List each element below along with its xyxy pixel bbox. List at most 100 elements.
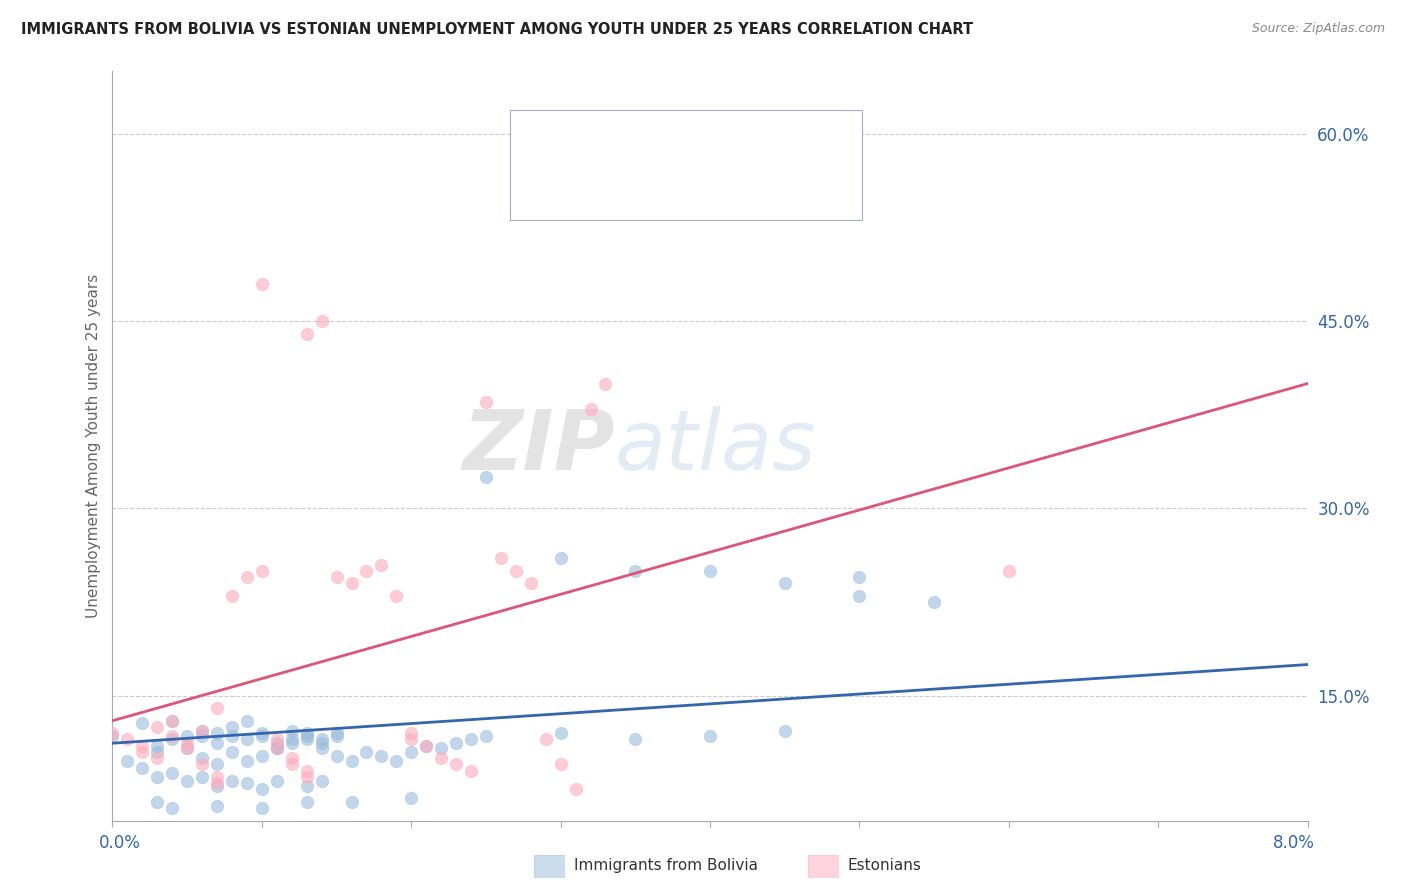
Point (101, 726, 124, 740)
Point (550, 551, 572, 566)
Point (385, 754, 408, 768)
Point (131, 745, 153, 759)
Point (221, 720, 243, 734)
Point (131, 761, 153, 775)
Point (221, 773, 243, 788)
Point (117, 754, 139, 768)
Point (325, 570, 347, 584)
Point (356, 745, 378, 759)
Point (848, 589, 870, 603)
Point (281, 751, 304, 765)
Point (444, 736, 467, 750)
Point (266, 741, 288, 756)
Point (444, 757, 467, 772)
Point (266, 773, 288, 788)
Point (250, 564, 273, 578)
Point (401, 726, 423, 740)
Point (401, 732, 423, 747)
Text: Immigrants from Bolivia: Immigrants from Bolivia (574, 858, 758, 872)
Point (205, 779, 228, 793)
Point (475, 395, 498, 409)
Point (176, 729, 198, 743)
Point (624, 732, 647, 747)
Point (579, 401, 602, 416)
Text: Source: ZipAtlas.com: Source: ZipAtlas.com (1251, 22, 1385, 36)
Point (295, 732, 318, 747)
Point (311, 736, 333, 750)
Point (250, 729, 273, 743)
Point (205, 770, 228, 784)
Point (250, 801, 273, 815)
Point (250, 748, 273, 763)
Point (162, 714, 183, 728)
Point (550, 726, 572, 740)
Point (191, 751, 214, 765)
Point (998, 564, 1021, 578)
Point (460, 764, 482, 778)
Point (146, 745, 169, 759)
Point (236, 754, 259, 768)
Point (266, 732, 288, 747)
Point (131, 739, 153, 753)
Text: Estonians: Estonians (848, 858, 922, 872)
Point (564, 782, 586, 797)
Y-axis label: Unemployment Among Youth under 25 years: Unemployment Among Youth under 25 years (86, 274, 101, 618)
Point (475, 729, 498, 743)
Point (325, 748, 347, 763)
Point (340, 576, 363, 591)
Text: ZIP: ZIP (461, 406, 614, 486)
Point (205, 798, 228, 813)
Point (311, 773, 333, 788)
Point (401, 791, 423, 805)
Point (191, 723, 214, 738)
Point (176, 736, 198, 750)
Point (311, 732, 333, 747)
Point (430, 751, 453, 765)
Point (505, 564, 527, 578)
Point (773, 723, 796, 738)
Point (162, 729, 183, 743)
Point (117, 732, 139, 747)
FancyBboxPatch shape (808, 855, 839, 878)
Point (176, 741, 198, 756)
Point (146, 751, 169, 765)
Point (162, 801, 183, 815)
Point (699, 729, 721, 743)
Point (370, 558, 392, 572)
Point (385, 589, 408, 603)
Text: atlas: atlas (614, 406, 815, 486)
Point (401, 745, 423, 759)
Point (773, 576, 796, 591)
FancyBboxPatch shape (534, 855, 565, 878)
Point (250, 782, 273, 797)
Point (295, 795, 318, 809)
Point (295, 764, 318, 778)
Point (266, 741, 288, 756)
Point (295, 326, 318, 341)
Point (146, 739, 169, 753)
Point (430, 741, 453, 756)
Point (475, 470, 498, 484)
Point (595, 376, 617, 391)
Point (699, 564, 721, 578)
Point (311, 741, 333, 756)
Point (205, 736, 228, 750)
Point (221, 729, 243, 743)
Point (191, 729, 214, 743)
Point (205, 726, 228, 740)
Point (295, 726, 318, 740)
Point (236, 776, 259, 790)
Point (162, 714, 183, 728)
Point (250, 277, 273, 291)
Point (101, 729, 124, 743)
Point (236, 570, 259, 584)
Point (550, 757, 572, 772)
Point (236, 732, 259, 747)
Point (489, 551, 512, 566)
Text: IMMIGRANTS FROM BOLIVIA VS ESTONIAN UNEMPLOYMENT AMONG YOUTH UNDER 25 YEARS CORR: IMMIGRANTS FROM BOLIVIA VS ESTONIAN UNEM… (21, 22, 973, 37)
Point (340, 754, 363, 768)
Point (205, 757, 228, 772)
Text: 8.0%: 8.0% (1272, 834, 1315, 852)
Point (221, 745, 243, 759)
Point (205, 701, 228, 715)
